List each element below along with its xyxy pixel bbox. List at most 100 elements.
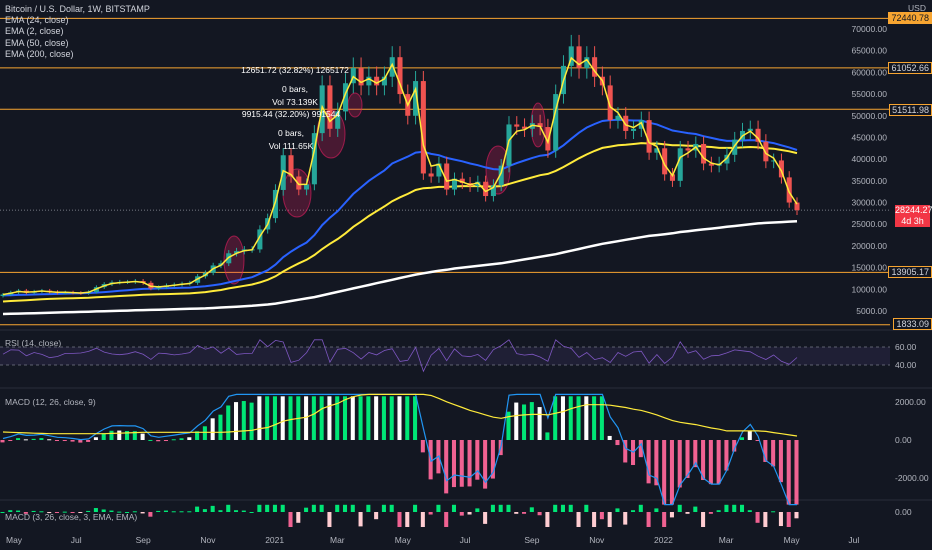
y-tick-label: 30000.00 [852, 198, 888, 208]
macd-histogram-bar [739, 437, 745, 440]
candle-body [708, 163, 714, 166]
macd-histogram-bar [459, 440, 464, 487]
macd-histogram-bar [218, 414, 223, 440]
macd-histogram-bar [381, 396, 386, 440]
candle-body [576, 46, 582, 69]
macd2-histogram-bar [545, 512, 550, 527]
level-tag-1833[interactable]: 1833.09 [893, 318, 932, 330]
macd2-histogram-bar [693, 506, 698, 512]
macd-histogram-bar [31, 438, 36, 440]
level-tag-61052[interactable]: 61052.66 [888, 62, 932, 74]
macd2-histogram-bar [272, 504, 277, 512]
candle-body [607, 85, 613, 121]
macd-histogram-bar [327, 396, 332, 440]
macd2-histogram-bar [490, 504, 495, 512]
macd2-histogram-bar [249, 512, 254, 513]
macd2-histogram-bar [366, 504, 371, 512]
macd-histogram-bar [514, 402, 519, 440]
macd-histogram-bar [716, 440, 721, 484]
macd-histogram-bar [8, 440, 13, 441]
level-tag-13905[interactable]: 13905.17 [888, 266, 932, 278]
level-tag-51511[interactable]: 51511.98 [889, 104, 932, 116]
macd-title[interactable]: MACD (12, 26, close, 9) [5, 397, 96, 407]
macd2-histogram-bar [724, 504, 729, 512]
rsi-title[interactable]: RSI (14, close) [5, 338, 62, 348]
macd2-histogram-bar [413, 504, 418, 512]
y-tick-label: 50000.00 [852, 111, 888, 121]
macd-histogram-bar [265, 396, 270, 440]
level-tag-72440[interactable]: 72440.78 [888, 12, 932, 24]
ema-2-line [2, 56, 798, 296]
macd2-histogram-bar [163, 510, 168, 512]
x-tick-label: Mar [330, 535, 345, 545]
macd-histogram-bar [117, 430, 122, 440]
macd-histogram-bar [506, 411, 511, 440]
symbol-title: Bitcoin / U.S. Dollar, 1W, BITSTAMP [5, 4, 150, 14]
macd-histogram-bar [451, 440, 457, 488]
macd2-histogram-bar [436, 504, 441, 512]
macd2-histogram-bar [70, 512, 75, 513]
macd2-histogram-bar [374, 512, 379, 520]
macd-histogram-bar [560, 396, 565, 440]
ema-24-line [2, 118, 798, 297]
candle-body [755, 128, 761, 142]
macd2-histogram-bar [405, 512, 410, 527]
macd2-histogram-bar [187, 511, 192, 513]
macd-histogram-bar [195, 431, 200, 440]
macd-histogram-bar [304, 396, 309, 440]
measure-annotation-lower: 9915.44 (32.20%) 991544 0 bars, Vol 111.… [236, 108, 346, 153]
x-tick-label: Jul [71, 535, 82, 545]
macd2-histogram-bar [47, 512, 52, 514]
macd-histogram-bar [763, 440, 768, 462]
macd-histogram-bar [701, 440, 706, 480]
ema-200-label[interactable]: EMA (200, close) [5, 48, 74, 59]
macd2-histogram-bar [0, 512, 5, 513]
macd2-histogram-bar [304, 507, 309, 512]
macd-histogram-bar [171, 439, 176, 441]
macd-histogram-bar [101, 433, 106, 440]
candle-body [428, 173, 434, 177]
macd-histogram-bar [179, 438, 184, 440]
macd-histogram-bar [374, 396, 379, 440]
macd-histogram-bar [778, 440, 783, 483]
macd2-histogram-bar [389, 504, 394, 512]
macd2-histogram-bar [171, 511, 176, 513]
macd-histogram-bar [202, 426, 207, 440]
candle-body [296, 176, 302, 190]
macd2-histogram-bar [763, 512, 768, 527]
candle-body [413, 81, 419, 116]
macd-histogram-bar [389, 396, 394, 440]
x-tick-label: Nov [589, 535, 605, 545]
macd-histogram-bar [755, 440, 760, 441]
macd-signal-line [2, 393, 798, 437]
macd-histogram-bar [78, 440, 83, 443]
macd-tick-label: -2000.00 [895, 473, 929, 483]
candle-body [646, 120, 652, 153]
ema-24-label[interactable]: EMA (24, close) [5, 15, 69, 26]
macd2-histogram-bar [327, 512, 332, 527]
macd-histogram-bar [47, 439, 52, 441]
macd2-histogram-bar [335, 504, 340, 512]
macd-histogram-bar [724, 440, 729, 471]
macd2-title[interactable]: MACD (3, 26, close, 3, EMA, EMA) [5, 512, 138, 522]
current-price-tag[interactable]: 28244.27 4d 3h [895, 205, 932, 227]
candle-body [786, 177, 792, 203]
macd-histogram-bar [233, 402, 239, 440]
macd2-histogram-bar [280, 504, 285, 512]
currency-label: USD [908, 3, 926, 13]
candle-body [304, 184, 310, 190]
macd-histogram-bar [249, 402, 254, 440]
annotation-upper-line3: Vol 73.139K [272, 97, 318, 107]
macd-histogram-bar [786, 440, 791, 505]
ema-2-label[interactable]: EMA (2, close) [5, 26, 64, 37]
macd-histogram-bar [109, 430, 114, 440]
macd2-histogram-bar [529, 507, 534, 512]
macd-histogram-bar [654, 440, 659, 486]
candle-body [630, 128, 637, 131]
candle-body [490, 185, 496, 197]
candle-body [771, 160, 777, 162]
macd-histogram-bar [685, 440, 690, 478]
ema-50-label[interactable]: EMA (50, close) [5, 37, 69, 48]
macd2-histogram-bar [778, 512, 783, 527]
